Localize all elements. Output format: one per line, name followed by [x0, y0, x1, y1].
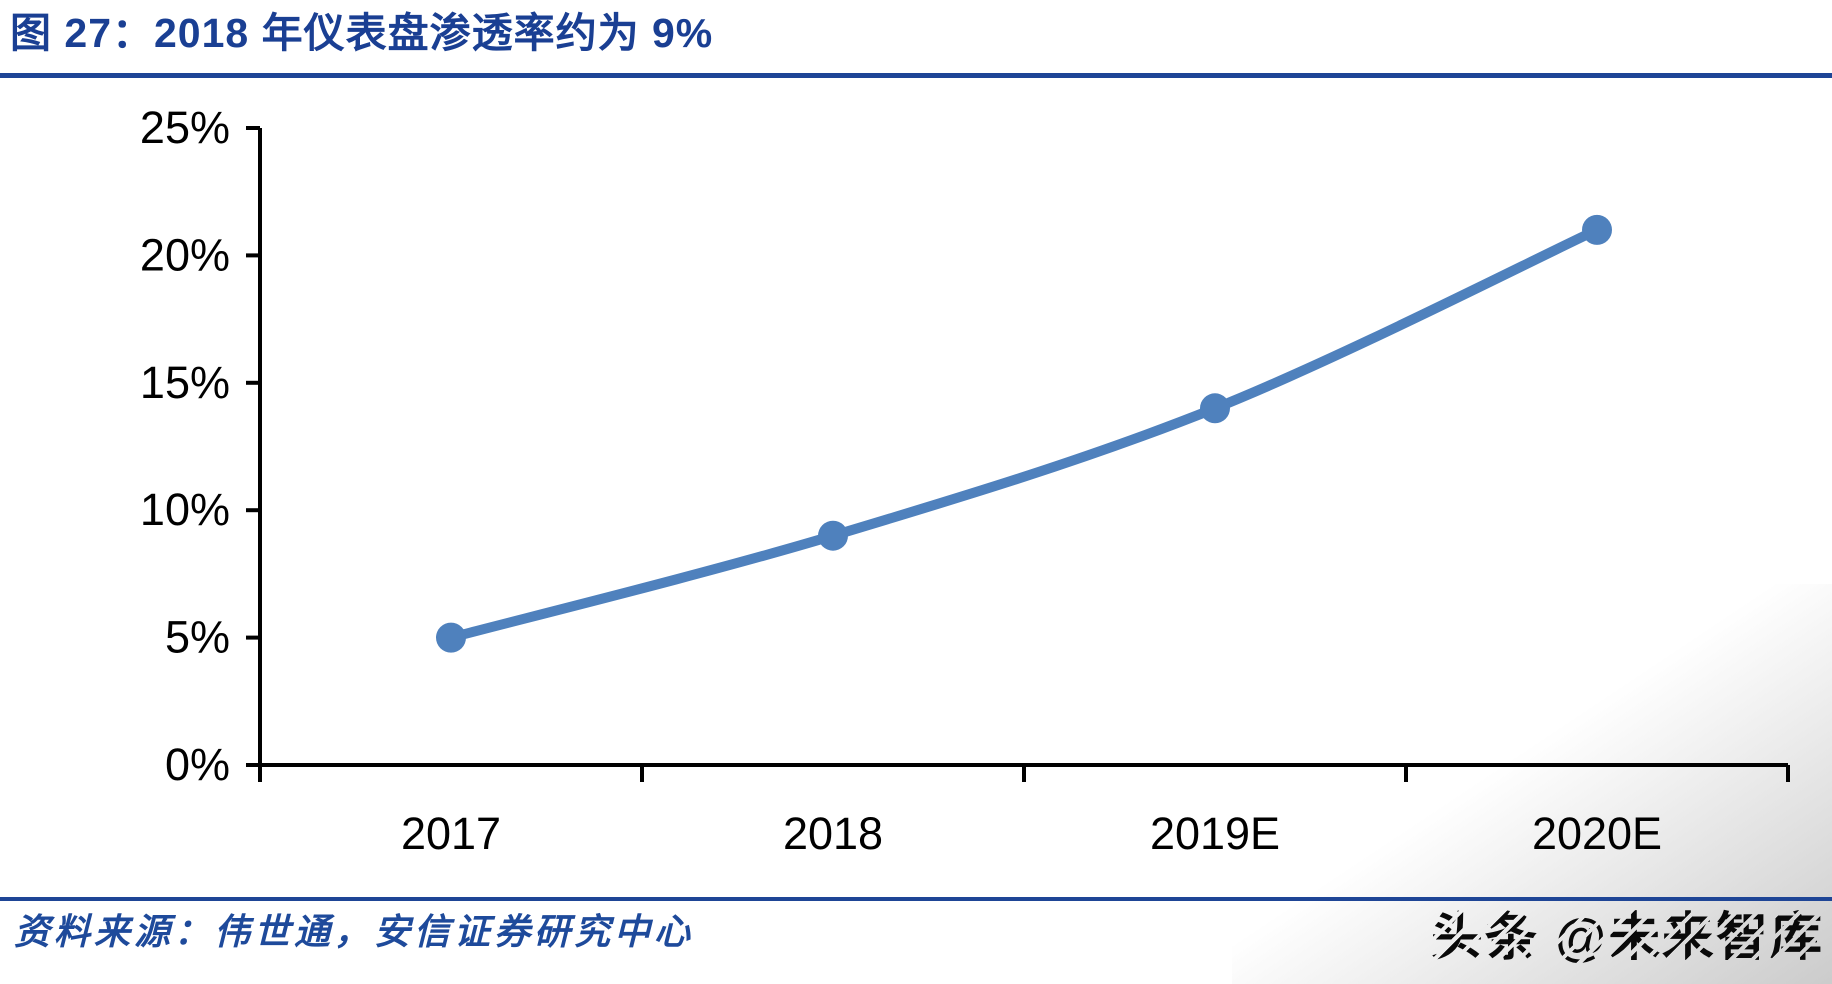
x-axis-label: 2018	[783, 808, 883, 859]
x-axis-label: 2017	[401, 808, 501, 859]
y-axis-label: 5%	[165, 612, 230, 663]
title-divider	[0, 73, 1832, 78]
y-axis-label: 10%	[140, 484, 230, 535]
source-note: 资料来源：伟世通，安信证券研究中心	[14, 912, 695, 952]
data-point-marker	[436, 622, 466, 653]
figure-title: 图 27：2018 年仪表盘渗透率约为 9%	[10, 10, 714, 56]
footer-divider	[0, 897, 1832, 901]
penetration-rate-line	[446, 224, 1602, 643]
y-axis-label: 15%	[140, 357, 230, 408]
corner-shade	[1232, 584, 1832, 984]
x-axis-label: 2020E	[1532, 808, 1662, 859]
y-axis-label: 25%	[140, 102, 230, 153]
watermark: 头条 @未来智库	[1431, 902, 1824, 974]
y-axis-label: 20%	[140, 229, 230, 280]
data-point-marker	[1200, 393, 1230, 424]
data-point-marker	[818, 520, 848, 551]
data-point-marker	[1582, 214, 1612, 245]
y-axis-label: 0%	[165, 739, 230, 790]
x-axis-label: 2019E	[1150, 808, 1280, 859]
